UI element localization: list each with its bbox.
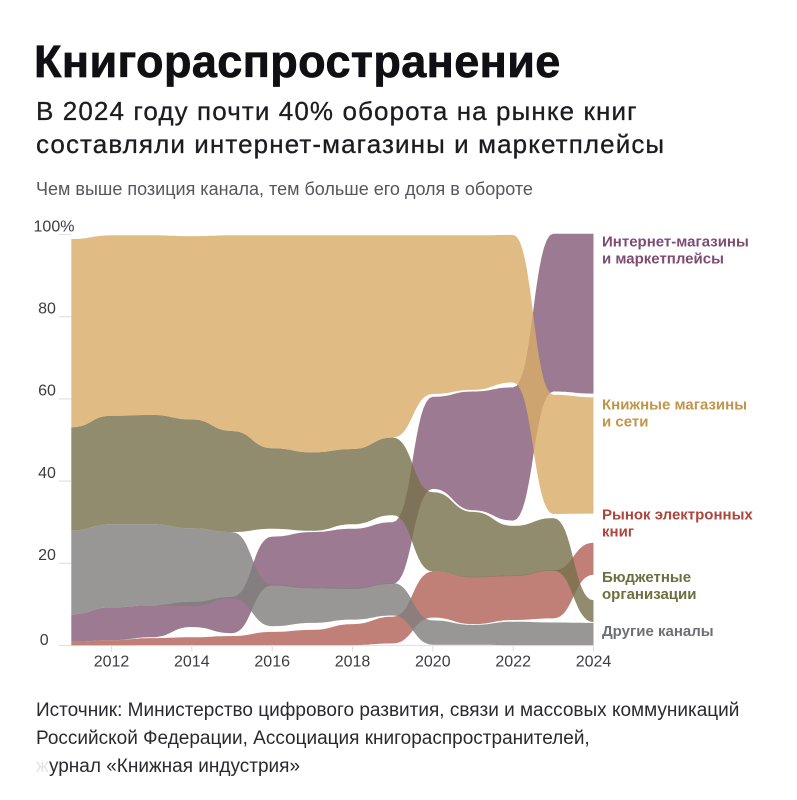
svg-text:2014: 2014 xyxy=(174,654,210,671)
svg-text:40: 40 xyxy=(38,465,56,482)
svg-text:и сети: и сети xyxy=(602,414,648,431)
svg-text:60: 60 xyxy=(38,383,56,400)
svg-text:организации: организации xyxy=(602,586,696,603)
svg-text:20: 20 xyxy=(38,547,56,564)
svg-text:книг: книг xyxy=(602,524,634,541)
svg-text:2016: 2016 xyxy=(254,654,290,671)
svg-text:Книжные магазины: Книжные магазины xyxy=(602,397,747,414)
svg-text:и маркетплейсы: и маркетплейсы xyxy=(602,251,724,268)
svg-text:2012: 2012 xyxy=(94,654,130,671)
svg-text:Другие каналы: Другие каналы xyxy=(602,623,714,640)
svg-text:0: 0 xyxy=(40,632,49,649)
svg-text:2018: 2018 xyxy=(335,654,371,671)
svg-text:Интернет-магазины: Интернет-магазины xyxy=(602,234,749,251)
svg-text:80: 80 xyxy=(38,301,56,318)
svg-text:100%: 100% xyxy=(34,218,75,235)
svg-text:Бюджетные: Бюджетные xyxy=(602,569,691,586)
svg-text:2020: 2020 xyxy=(415,654,451,671)
svg-text:2024: 2024 xyxy=(576,654,612,671)
svg-text:2022: 2022 xyxy=(495,654,531,671)
svg-text:Рынок электронных: Рынок электронных xyxy=(602,507,753,524)
